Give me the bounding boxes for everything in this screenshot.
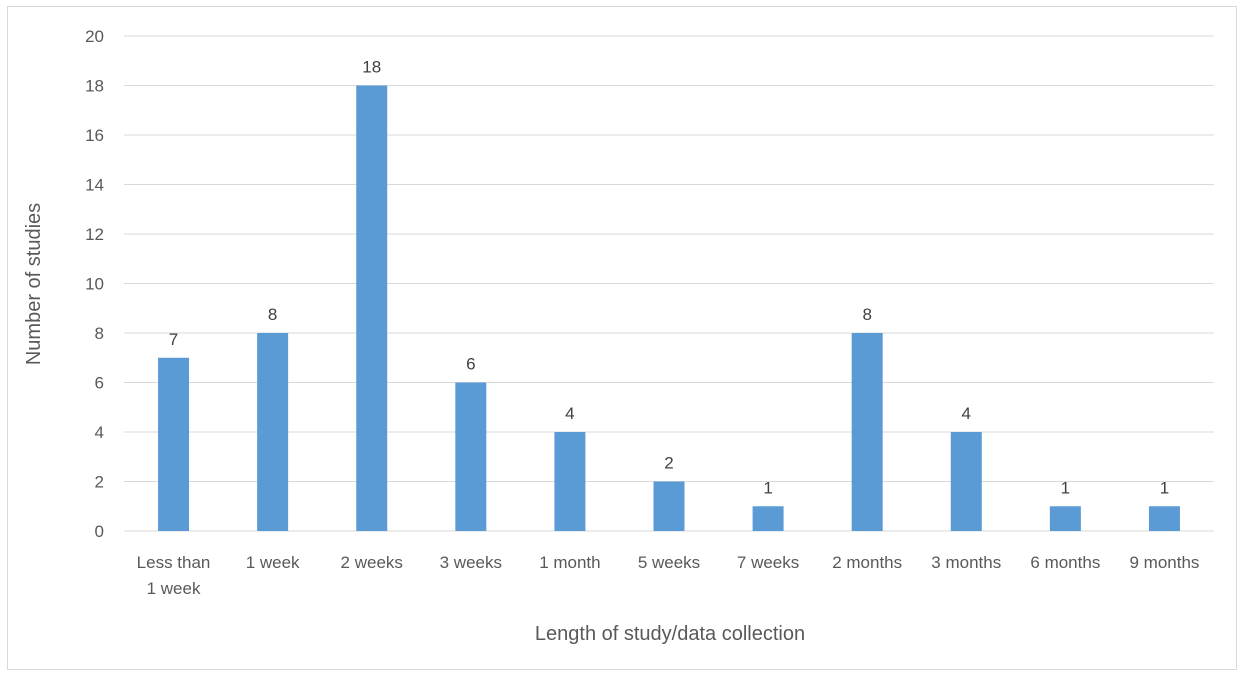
bar [752,506,784,531]
bar [653,481,685,531]
data-label: 2 [664,454,673,473]
chart-frame [7,6,1237,670]
x-tick-label: 7 weeks [737,553,799,572]
data-label: 6 [466,355,475,374]
x-axis-ticks: Less than 1 week 1 week 2 weeks 3 weeks 1 mon… [137,553,1200,598]
data-label: 1 [1061,478,1070,497]
data-label: 8 [268,305,277,324]
data-label: 1 [1160,478,1169,497]
bar [1049,506,1081,531]
x-tick-label: 3 weeks [440,553,502,572]
x-tick-label: Less than 1 week [137,553,211,598]
y-axis-title: Number of studies [23,203,45,365]
bar [554,432,586,531]
y-tick-label: 2 [95,473,104,492]
x-tick-label: 2 months [832,553,902,572]
y-tick-label: 18 [85,77,104,96]
data-label: 18 [362,58,381,77]
data-label: 4 [962,404,971,423]
data-label: 1 [763,478,772,497]
x-axis-title: Length of study/data collection [535,623,805,645]
data-label: 4 [565,404,574,423]
y-tick-label: 4 [95,423,104,442]
y-axis-ticks: 0 2 4 6 8 10 12 14 16 18 20 [85,27,104,541]
x-tick-label: 6 months [1030,553,1100,572]
bar [455,382,487,531]
y-tick-label: 10 [85,275,104,294]
grid-lines [124,35,1214,532]
x-tick-label: 1 month [539,553,600,572]
y-tick-label: 12 [85,225,104,244]
bar [158,357,190,531]
y-tick-label: 14 [85,176,104,195]
y-tick-label: 20 [85,27,104,46]
x-tick-label: 2 weeks [341,553,403,572]
y-tick-label: 6 [95,374,104,393]
x-tick-label: 3 months [931,553,1001,572]
y-tick-label: 8 [95,324,104,343]
x-tick-label: 9 months [1129,553,1199,572]
x-tick-label: 5 weeks [638,553,700,572]
y-tick-label: 16 [85,126,104,145]
bar [257,333,289,531]
bar [1148,506,1180,531]
x-tick-label: 1 week [246,553,300,572]
y-tick-label: 0 [95,522,104,541]
data-label: 7 [169,330,178,349]
data-label: 8 [862,305,871,324]
bar [356,85,388,531]
bar [851,333,883,531]
bars [158,85,1180,531]
bar [950,432,982,531]
